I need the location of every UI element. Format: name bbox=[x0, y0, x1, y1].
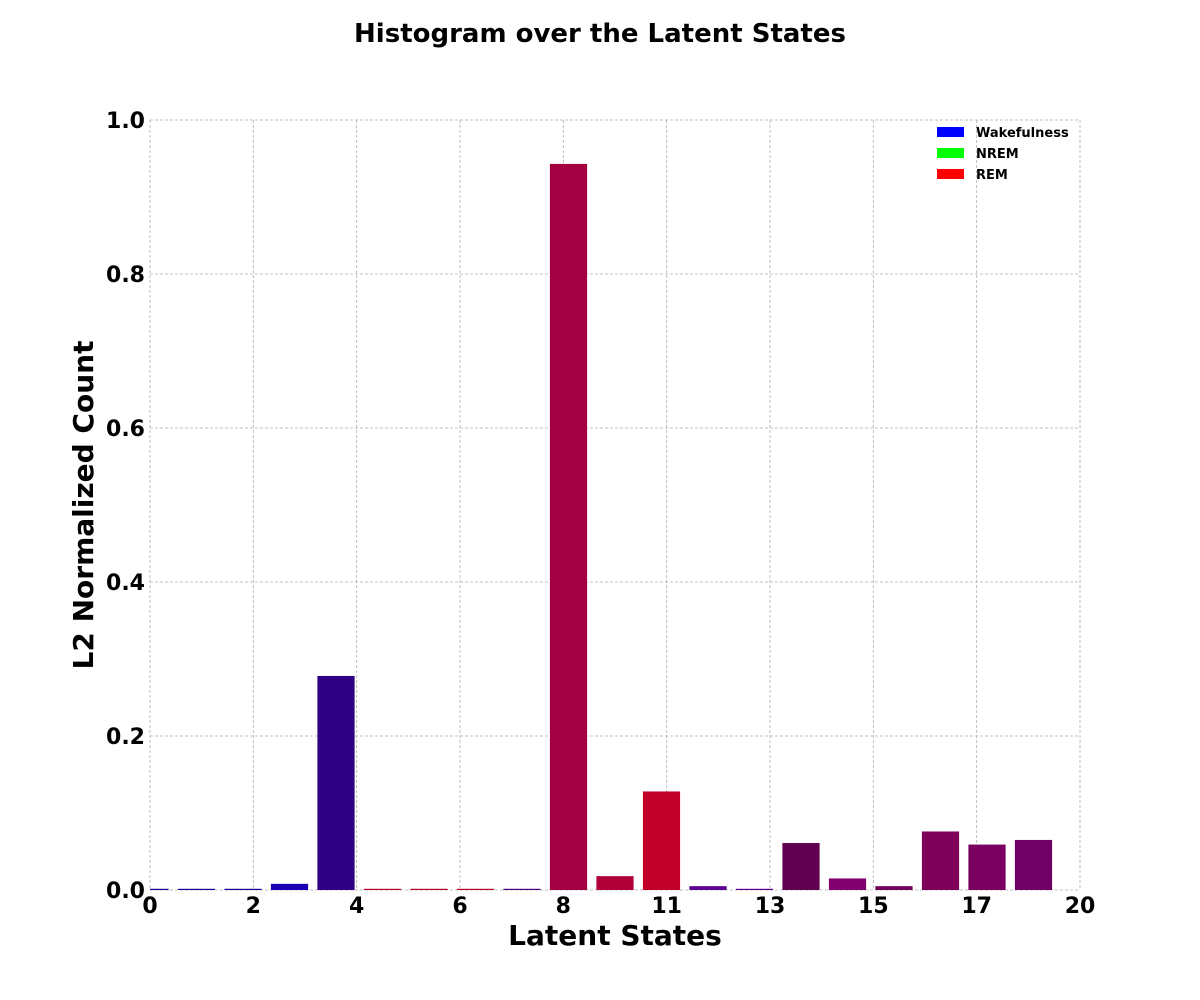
x-tick-label: 17 bbox=[961, 894, 992, 919]
chart-title: Histogram over the Latent States bbox=[354, 19, 846, 49]
x-tick-label: 20 bbox=[1065, 894, 1096, 919]
bar bbox=[150, 888, 169, 890]
legend-label: Wakefulness bbox=[976, 126, 1069, 141]
y-tick-label: 0.6 bbox=[106, 417, 145, 442]
y-axis-label: L2 Normalized Count bbox=[67, 341, 100, 670]
y-tick-label: 1.0 bbox=[106, 109, 145, 134]
bar bbox=[224, 888, 262, 890]
x-tick-label: 6 bbox=[452, 894, 467, 919]
legend-swatch bbox=[937, 127, 964, 137]
y-tick-labels: 0.0 0.2 0.4 0.6 0.8 1.0 bbox=[106, 109, 145, 904]
x-tick-label: 13 bbox=[755, 894, 786, 919]
bar bbox=[503, 888, 541, 890]
y-tick-label: 0.8 bbox=[106, 263, 145, 288]
bar bbox=[782, 843, 820, 890]
bar bbox=[456, 888, 495, 890]
legend: Wakefulness NREM REM bbox=[937, 126, 1069, 183]
bar bbox=[363, 888, 402, 890]
x-tick-label: 11 bbox=[651, 894, 682, 919]
y-tick-label: 0.0 bbox=[106, 879, 145, 904]
x-tick-label: 15 bbox=[858, 894, 889, 919]
x-axis-label: Latent States bbox=[508, 919, 722, 952]
y-tick-label: 0.2 bbox=[106, 725, 145, 750]
grid-lines bbox=[149, 119, 1081, 891]
bar bbox=[410, 888, 448, 890]
legend-label: NREM bbox=[976, 147, 1019, 162]
bar bbox=[596, 876, 634, 890]
bars bbox=[150, 163, 1053, 890]
y-tick-label: 0.4 bbox=[106, 571, 145, 596]
bar bbox=[270, 883, 309, 890]
bar bbox=[875, 886, 913, 890]
x-tick-label: 8 bbox=[556, 894, 571, 919]
bar bbox=[921, 831, 960, 890]
x-tick-label: 4 bbox=[349, 894, 364, 919]
bar bbox=[828, 878, 867, 890]
x-tick-label: 2 bbox=[246, 894, 261, 919]
bar bbox=[549, 163, 588, 890]
bar bbox=[642, 791, 681, 890]
x-tick-label: 0 bbox=[142, 894, 157, 919]
legend-swatch bbox=[937, 169, 964, 179]
bar bbox=[317, 675, 355, 890]
bar bbox=[1014, 839, 1053, 890]
bar bbox=[689, 886, 727, 890]
x-tick-labels: 0 2 4 6 8 11 13 15 17 20 bbox=[142, 894, 1095, 919]
legend-swatch bbox=[937, 148, 964, 158]
bar bbox=[968, 844, 1006, 890]
legend-label: REM bbox=[976, 168, 1008, 183]
bar bbox=[735, 888, 774, 890]
bar bbox=[177, 888, 216, 890]
